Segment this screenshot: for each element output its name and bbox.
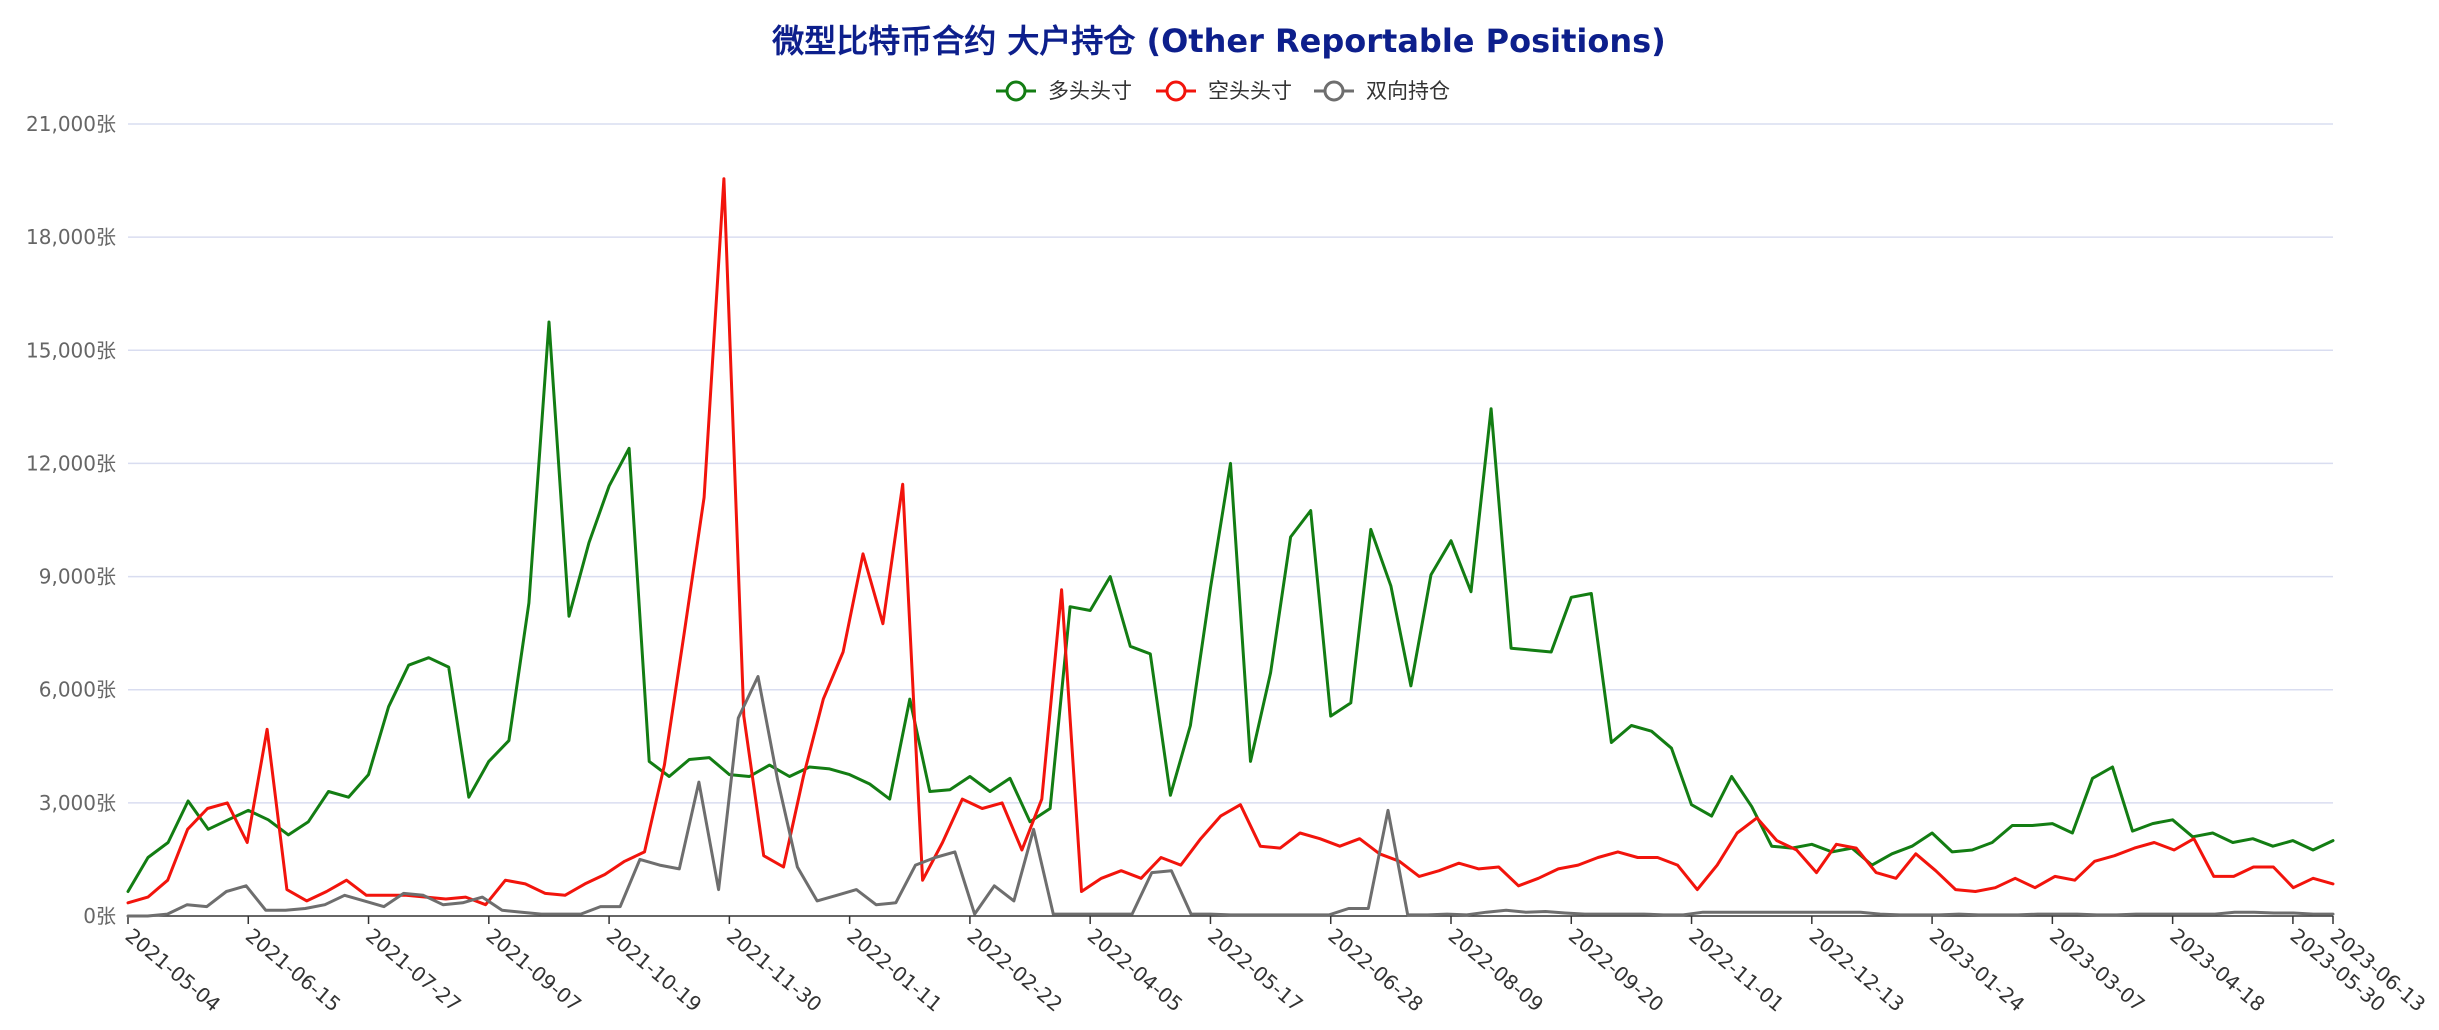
x-tick-label: 2023-03-07 bbox=[2045, 923, 2149, 1016]
x-tick-label: 2022-11-01 bbox=[1684, 923, 1788, 1016]
x-tick-label: 2022-08-09 bbox=[1444, 923, 1548, 1016]
x-tick-label: 2021-09-07 bbox=[482, 923, 586, 1016]
y-tick-label: 15,000张 bbox=[26, 338, 116, 362]
x-tick-label: 2022-12-13 bbox=[1805, 923, 1909, 1016]
legend-marker-2 bbox=[1165, 80, 1187, 102]
legend-item-2[interactable]: 空头头寸 bbox=[1156, 79, 1292, 103]
x-tick-label: 2022-05-17 bbox=[1203, 923, 1307, 1016]
x-tick-label: 2022-04-05 bbox=[1083, 923, 1187, 1016]
legend-item-3[interactable]: 双向持仓 bbox=[1314, 79, 1450, 103]
x-tick-label: 2021-11-30 bbox=[722, 923, 826, 1016]
x-tick-label: 2021-07-27 bbox=[361, 923, 465, 1016]
legend-label-2: 空头头寸 bbox=[1208, 79, 1292, 103]
x-tick-label: 2023-01-24 bbox=[1925, 923, 2029, 1016]
legend-label-1: 多头头寸 bbox=[1048, 79, 1132, 103]
y-tick-label: 6,000张 bbox=[39, 678, 116, 702]
x-tick-label: 2023-04-18 bbox=[2165, 923, 2269, 1016]
y-tick-label: 9,000张 bbox=[39, 565, 116, 589]
legend[interactable]: 多头头寸 空头头寸 双向持仓 bbox=[996, 79, 1450, 103]
series-line-2 bbox=[126, 177, 2335, 907]
y-tick-label: 3,000张 bbox=[39, 791, 116, 815]
x-axis: 2021-05-04 2021-06-15 2021-07-27 2021-09-07… bbox=[121, 915, 2430, 1017]
x-tick-label: 2022-09-20 bbox=[1564, 923, 1668, 1016]
grid-lines bbox=[128, 123, 2333, 804]
series-lines bbox=[126, 177, 2335, 918]
chart-title: 微型比特币合约 大户持仓 (Other Reportable Positions… bbox=[771, 22, 1666, 60]
x-tick-label: 2021-10-19 bbox=[602, 923, 706, 1016]
x-tick-label: 2022-06-28 bbox=[1324, 923, 1428, 1016]
x-tick-label: 2021-06-15 bbox=[241, 923, 345, 1016]
y-tick-label: 18,000张 bbox=[26, 225, 116, 249]
series-line-1 bbox=[126, 320, 2335, 893]
x-tick-label: 2022-01-11 bbox=[842, 923, 946, 1016]
x-tick-label: 2022-02-22 bbox=[963, 923, 1067, 1016]
y-tick-label: 0张 bbox=[83, 904, 116, 928]
y-axis: 0张 3,000张 6,000张 9,000张 12,000张 15,000张 18,000… bbox=[26, 112, 116, 928]
y-tick-label: 21,000张 bbox=[26, 112, 116, 136]
y-tick-label: 12,000张 bbox=[26, 451, 116, 475]
series-line-3 bbox=[126, 675, 2335, 918]
legend-label-3: 双向持仓 bbox=[1366, 79, 1450, 103]
legend-item-1[interactable]: 多头头寸 bbox=[996, 79, 1132, 103]
x-tick-label: 2021-05-04 bbox=[121, 923, 225, 1016]
legend-marker-1 bbox=[1005, 80, 1027, 102]
legend-marker-3 bbox=[1323, 80, 1345, 102]
